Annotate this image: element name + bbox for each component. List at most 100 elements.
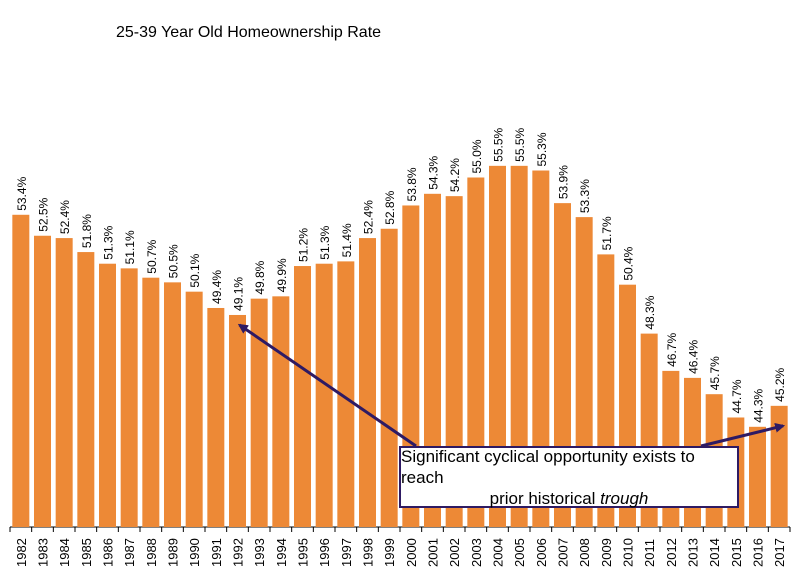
arrow-to-1992 bbox=[237, 323, 417, 448]
bar bbox=[164, 282, 181, 527]
bar bbox=[207, 307, 225, 527]
data-label: 49.4% bbox=[210, 270, 224, 304]
x-tick-label: 1985 bbox=[79, 538, 94, 567]
annotation-line-2: prior historical trough bbox=[490, 488, 649, 509]
bar bbox=[229, 314, 246, 527]
data-label: 49.8% bbox=[253, 260, 267, 294]
x-tick-label: 2014 bbox=[707, 538, 722, 567]
bar bbox=[532, 170, 550, 527]
x-tick-label: 2006 bbox=[534, 538, 549, 567]
bar bbox=[55, 238, 73, 527]
x-tick-label: 1994 bbox=[274, 538, 289, 567]
data-label: 48.3% bbox=[643, 295, 657, 329]
x-tick-label: 1989 bbox=[166, 538, 181, 567]
x-tick-label: 1998 bbox=[361, 538, 376, 567]
bar bbox=[142, 277, 160, 527]
bar bbox=[337, 261, 355, 527]
x-tick-label: 1983 bbox=[36, 538, 51, 567]
data-label: 49.1% bbox=[232, 277, 246, 311]
bar bbox=[250, 298, 268, 527]
x-tick-label: 1987 bbox=[122, 538, 137, 567]
x-tick-label: 2011 bbox=[642, 539, 657, 567]
annotation-line-1: Significant cyclical opportunity exists … bbox=[401, 446, 695, 487]
bar bbox=[489, 165, 506, 527]
annotation-text: prior historical bbox=[489, 488, 601, 508]
bar bbox=[467, 177, 485, 527]
x-tick-label: 2004 bbox=[491, 538, 506, 567]
data-label: 54.3% bbox=[427, 155, 441, 189]
x-tick-label: 2017 bbox=[772, 538, 787, 567]
bar bbox=[77, 252, 95, 527]
bar bbox=[99, 263, 116, 527]
data-label: 44.7% bbox=[730, 379, 744, 413]
bar bbox=[272, 296, 290, 527]
x-tick-label: 1988 bbox=[144, 538, 159, 567]
data-label: 55.5% bbox=[492, 127, 506, 161]
data-label: 46.4% bbox=[687, 340, 701, 374]
x-tick-label: 2000 bbox=[404, 538, 419, 567]
bar bbox=[424, 193, 441, 527]
arrow-to-2017 bbox=[700, 422, 786, 448]
data-label: 51.4% bbox=[340, 223, 354, 257]
bar bbox=[12, 214, 30, 527]
x-tick-label: 1995 bbox=[296, 538, 311, 567]
x-tick-label: 2016 bbox=[751, 538, 766, 567]
data-label: 53.4% bbox=[15, 176, 29, 210]
data-label: 53.9% bbox=[557, 165, 571, 199]
data-label: 50.7% bbox=[145, 239, 159, 273]
x-tick-label: 2012 bbox=[664, 538, 679, 567]
data-label: 44.3% bbox=[752, 388, 766, 422]
x-tick-label: 1993 bbox=[252, 538, 267, 567]
data-label: 46.7% bbox=[665, 333, 679, 367]
data-label: 52.4% bbox=[362, 200, 376, 234]
bar bbox=[445, 196, 463, 527]
data-label: 54.2% bbox=[448, 158, 462, 192]
x-tick-label: 2005 bbox=[512, 538, 527, 567]
data-label: 50.1% bbox=[188, 253, 202, 287]
bar bbox=[770, 405, 788, 527]
bar bbox=[359, 238, 376, 527]
x-tick-label: 1986 bbox=[101, 538, 116, 567]
bar bbox=[185, 291, 203, 527]
data-label: 51.3% bbox=[318, 225, 332, 259]
data-label: 45.7% bbox=[708, 356, 722, 390]
data-label: 52.8% bbox=[383, 190, 397, 224]
data-label: 51.2% bbox=[297, 228, 311, 262]
x-tick-label: 1992 bbox=[231, 538, 246, 567]
bar bbox=[294, 266, 311, 527]
x-tick-label: 2013 bbox=[686, 538, 701, 567]
data-label: 51.3% bbox=[102, 225, 116, 259]
data-label: 52.4% bbox=[58, 200, 72, 234]
bar bbox=[749, 426, 766, 527]
bar bbox=[510, 165, 528, 527]
data-label: 51.1% bbox=[123, 230, 137, 264]
x-tick-label: 1991 bbox=[209, 538, 224, 567]
x-tick-label: 2010 bbox=[621, 538, 636, 567]
bar bbox=[380, 228, 398, 527]
x-tick-label: 1990 bbox=[187, 538, 202, 567]
x-tick-label: 2015 bbox=[729, 538, 744, 567]
data-label: 50.5% bbox=[167, 244, 181, 278]
data-label: 51.8% bbox=[80, 214, 94, 248]
bar bbox=[34, 235, 51, 527]
bar bbox=[315, 263, 333, 527]
x-tick-label: 1999 bbox=[382, 538, 397, 567]
data-label: 55.3% bbox=[535, 132, 549, 166]
data-label: 45.2% bbox=[773, 367, 787, 401]
x-tick-label: 1984 bbox=[57, 538, 72, 567]
x-tick-label: 2002 bbox=[447, 538, 462, 567]
data-label: 53.8% bbox=[405, 167, 419, 201]
data-label: 51.7% bbox=[600, 216, 614, 250]
bar bbox=[120, 268, 138, 527]
x-tick-label: 1997 bbox=[339, 538, 354, 567]
data-label: 55.5% bbox=[513, 127, 527, 161]
data-label: 49.9% bbox=[275, 258, 289, 292]
data-label: 50.4% bbox=[622, 246, 636, 280]
x-tick-label: 1996 bbox=[317, 538, 332, 567]
data-label: 53.3% bbox=[578, 179, 592, 213]
annotation-callout: Significant cyclical opportunity exists … bbox=[399, 446, 739, 508]
data-label: 52.5% bbox=[37, 197, 51, 231]
data-label: 55.0% bbox=[470, 139, 484, 173]
annotation-emphasis: trough bbox=[600, 488, 649, 508]
x-tick-label: 2003 bbox=[469, 538, 484, 567]
